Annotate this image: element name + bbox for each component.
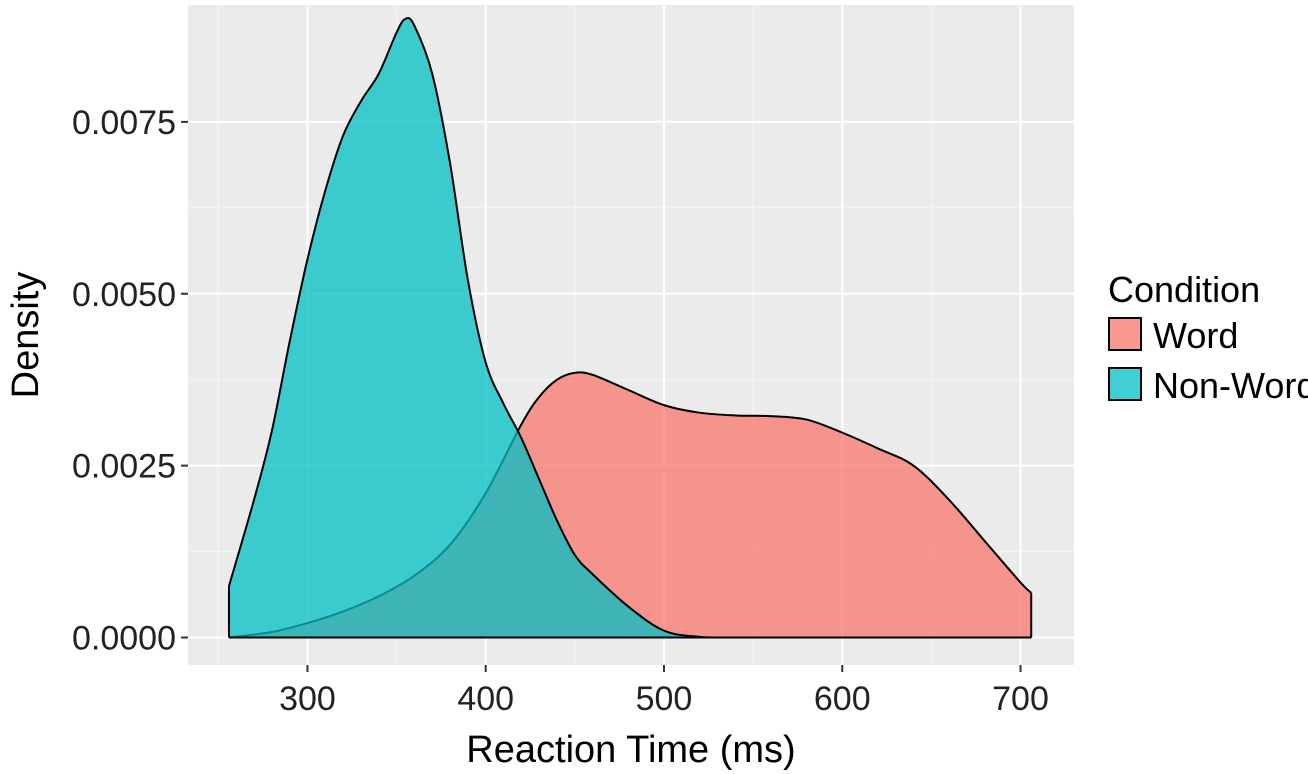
y-axis: 0.0000 0.0025 0.0050 0.0075: [72, 104, 188, 658]
area-non-word: [229, 17, 1032, 638]
density-areas: [228, 17, 1033, 639]
y-tick-label: 0.0075: [72, 104, 176, 142]
line-non-word: [228, 17, 1032, 639]
legend-title: Condition: [1108, 269, 1260, 310]
legend: Condition Word Non-Word: [1108, 269, 1308, 406]
x-tick-label: 700: [992, 680, 1049, 718]
x-tick-label: 500: [636, 680, 693, 718]
x-axis-title: Reaction Time (ms): [466, 729, 795, 771]
y-tick-label: 0.0000: [72, 620, 176, 658]
x-tick-label: 300: [279, 680, 336, 718]
y-tick-label: 0.0025: [72, 448, 176, 486]
y-axis-title: Density: [5, 272, 47, 399]
legend-key-word: [1108, 317, 1142, 351]
x-tick-label: 600: [814, 680, 871, 718]
x-tick-label: 400: [457, 680, 514, 718]
legend-label-non-word: Non-Word: [1153, 365, 1308, 406]
y-tick-label: 0.0050: [72, 276, 176, 314]
legend-label-word: Word: [1153, 315, 1238, 356]
legend-key-non-word: [1108, 367, 1142, 401]
x-axis: 300 400 500 600 700: [279, 665, 1049, 718]
